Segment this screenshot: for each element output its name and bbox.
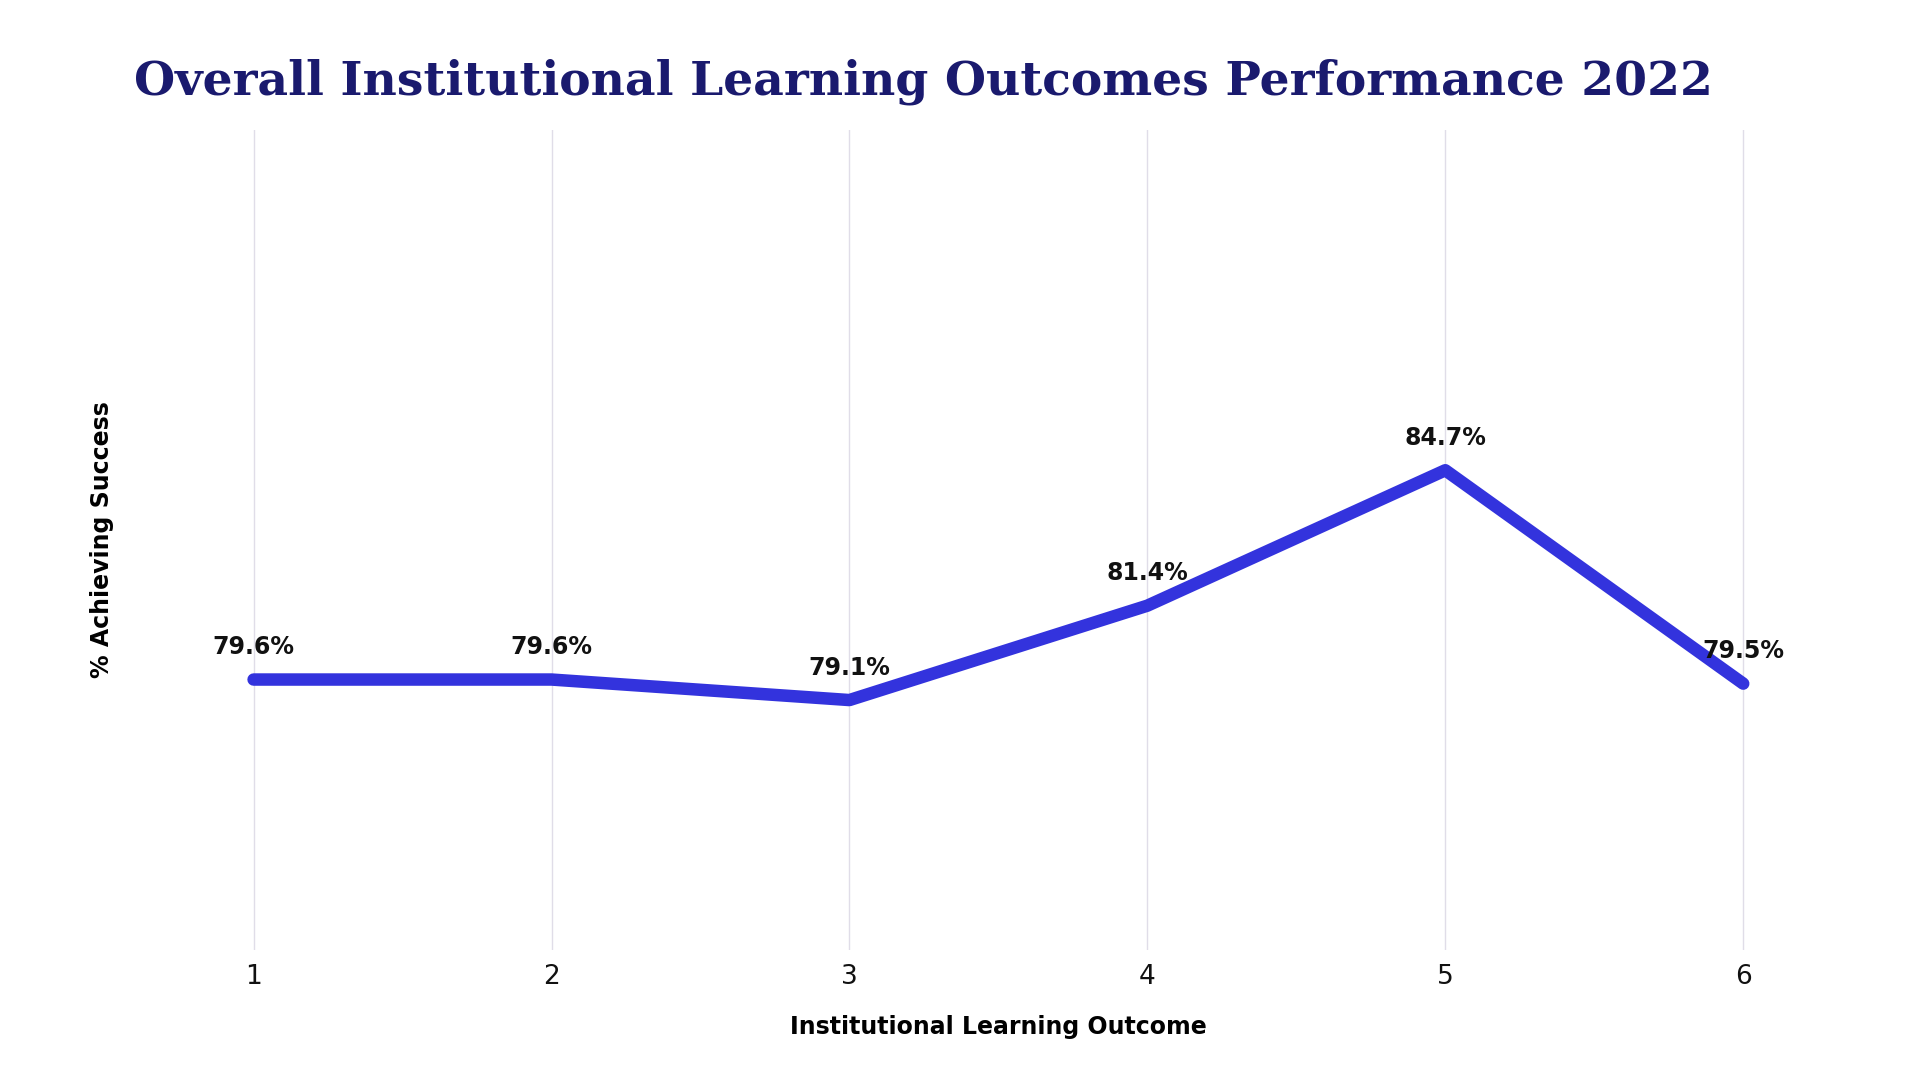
Y-axis label: % Achieving Success: % Achieving Success [90,402,113,678]
Text: 84.7%: 84.7% [1404,426,1486,449]
Text: 79.1%: 79.1% [808,656,891,679]
Text: 79.6%: 79.6% [511,635,593,659]
Text: 81.4%: 81.4% [1106,562,1188,585]
Text: 79.5%: 79.5% [1703,639,1784,663]
Text: Overall Institutional Learning Outcomes Performance 2022: Overall Institutional Learning Outcomes … [134,59,1713,106]
Text: 79.6%: 79.6% [213,635,294,659]
X-axis label: Institutional Learning Outcome: Institutional Learning Outcome [789,1015,1208,1039]
